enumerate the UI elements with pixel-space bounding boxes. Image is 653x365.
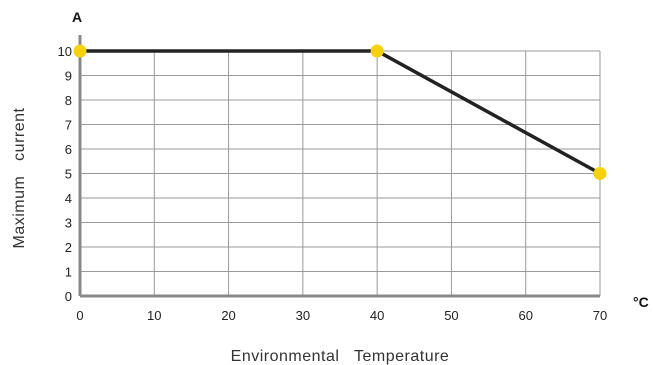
y-tick-label: 2 [65,240,72,255]
x-tick-label: 10 [147,308,161,323]
y-tick-label: 8 [65,93,72,108]
y-unit-label: A [72,9,82,25]
series-layer [78,49,602,176]
y-tick-label: 7 [65,118,72,133]
grid-lines [80,50,601,296]
x-tick-label: 50 [444,308,458,323]
x-tick-label: 0 [76,308,83,323]
y-tick-label: 5 [65,167,72,182]
x-tick-labels: 0 10 20 30 40 50 60 70 [76,308,607,323]
y-tick-label: 10 [58,44,72,59]
x-unit-label: °C [633,294,649,310]
x-tick-label: 30 [296,308,310,323]
data-point-marker [370,44,384,58]
x-tick-label: 40 [370,308,384,323]
series-line [78,49,602,176]
data-point-marker [593,167,607,180]
x-axis-title: Environmental Temperature [231,348,450,365]
data-point-marker [73,44,87,58]
y-tick-label: 6 [65,142,72,157]
marker-layer [73,44,607,180]
x-tick-label: 20 [221,308,235,323]
y-axis-title: Maximum current [11,107,28,248]
y-tick-label: 9 [65,69,72,84]
y-tick-labels: 0 1 2 3 4 5 6 7 8 9 10 [58,44,72,304]
x-tick-label: 60 [518,308,532,323]
y-tick-label: 0 [65,289,72,304]
y-tick-label: 1 [65,265,72,280]
y-tick-label: 3 [65,216,72,231]
y-tick-label: 4 [65,191,72,206]
axes [78,35,600,298]
x-tick-label: 70 [593,308,607,323]
